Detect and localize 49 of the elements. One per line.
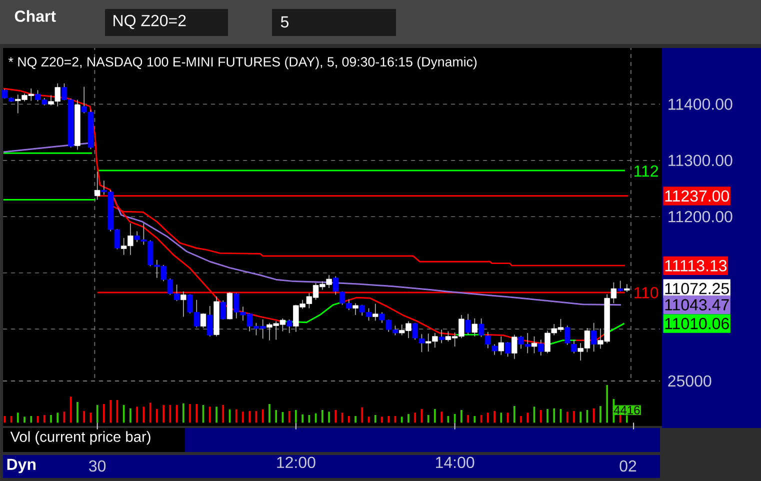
candlestick — [571, 339, 577, 354]
candlestick — [617, 280, 624, 292]
x-tick-label: 14:00 — [436, 456, 474, 468]
candlestick — [504, 342, 511, 358]
text: Dyn — [7, 458, 36, 474]
text: NQ Z20=2 — [114, 14, 186, 30]
annotation: 112 — [634, 165, 658, 177]
candlestick — [564, 325, 570, 346]
candlestick — [438, 329, 444, 344]
candlestick — [372, 303, 378, 322]
candlestick — [512, 334, 518, 360]
candlestick — [498, 336, 504, 356]
text: 11113.13 — [665, 260, 727, 272]
y-tick-label: 11200.00 — [668, 210, 732, 222]
text: 02 — [620, 460, 636, 472]
candlestick — [590, 322, 597, 352]
text: 11072.25 — [665, 282, 729, 294]
y-tick-label: 25000 — [668, 375, 712, 387]
data-label: 4416 — [614, 406, 640, 414]
candlestick — [352, 302, 358, 316]
candlestick — [492, 344, 498, 356]
candlestick — [418, 334, 425, 353]
y-tick-label: 11400.00 — [668, 98, 732, 110]
text: 5 — [280, 16, 288, 28]
candlestick — [200, 312, 206, 328]
candlestick — [286, 319, 292, 334]
annotation: 110 — [634, 287, 658, 298]
text: Chart — [14, 10, 56, 22]
candlestick — [207, 306, 213, 337]
text: 11010.06 — [665, 318, 729, 330]
candlestick — [538, 339, 544, 356]
text: Vol (current price bar) — [10, 431, 150, 445]
candlestick — [220, 300, 226, 320]
candlestick — [332, 276, 339, 296]
text: 11237.00 — [665, 190, 729, 202]
candlestick — [465, 314, 471, 336]
text: 30 — [89, 460, 106, 472]
candlestick — [412, 322, 418, 340]
candlestick — [485, 331, 491, 349]
y-tick-label: 11300.00 — [668, 154, 732, 166]
candlestick — [94, 171, 100, 200]
text: * NQ Z20=2, NASDAQ 100 E-MINI FUTURES (DAY), 5, 09:30-16:15 (Dynamic) — [8, 56, 477, 70]
candlestick — [478, 318, 484, 338]
x-tick-label: 12:00 — [277, 456, 316, 468]
candlestick — [531, 336, 538, 354]
candlestick — [472, 318, 478, 337]
candlestick — [624, 284, 630, 292]
text: 11043.47 — [665, 299, 729, 310]
candlestick — [180, 291, 186, 318]
